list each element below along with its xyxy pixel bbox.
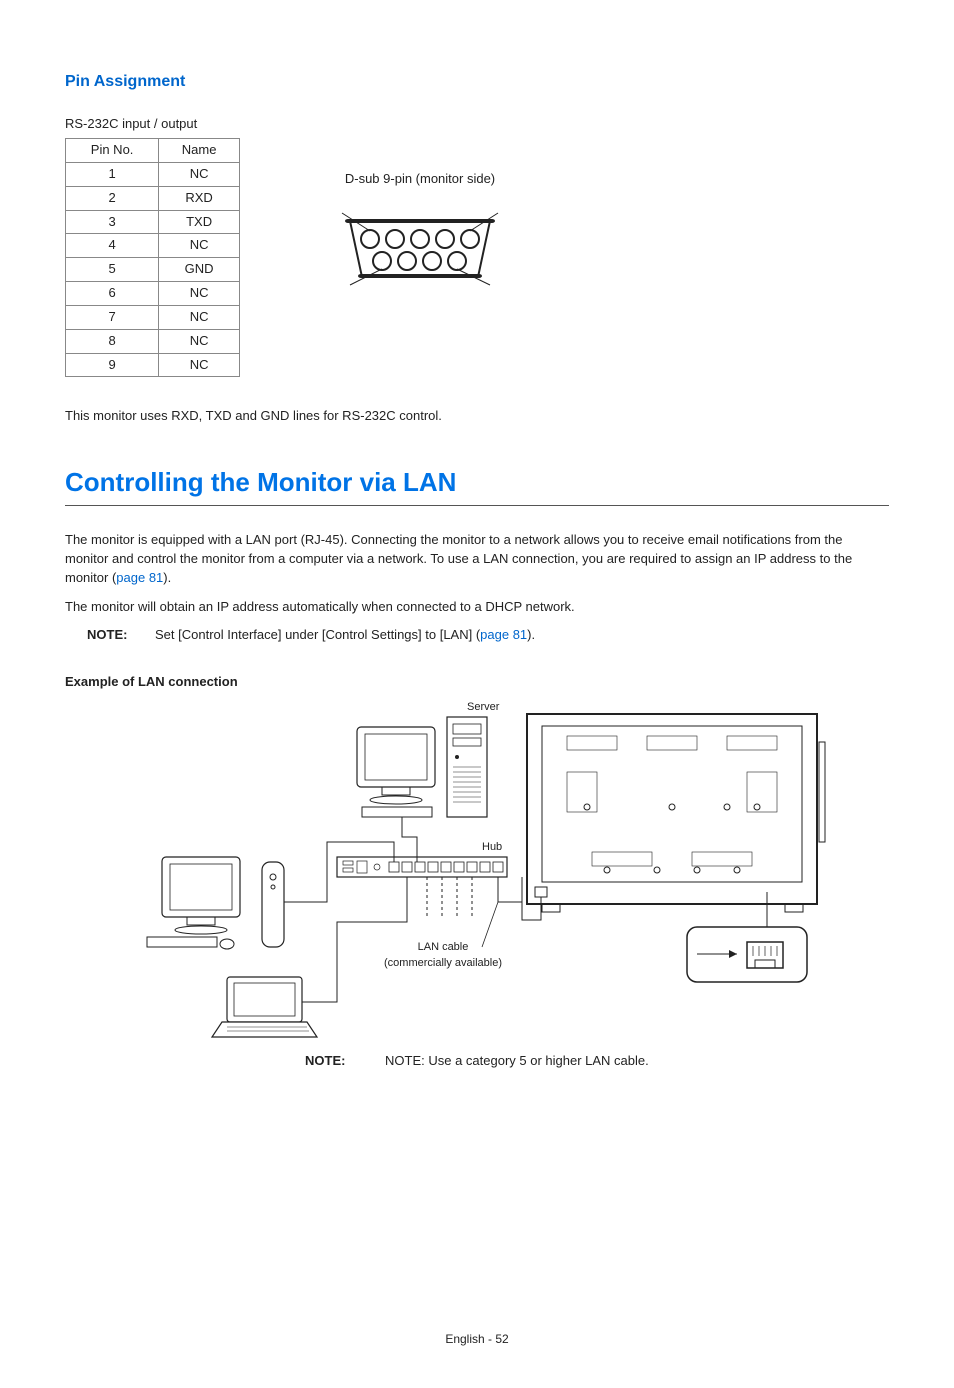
th-pin-no: Pin No.	[66, 139, 159, 163]
connector-block: D-sub 9-pin (monitor side)	[340, 115, 500, 295]
hub-label: Hub	[482, 840, 502, 856]
lan-cable-text: LAN cable	[418, 941, 469, 953]
lan-cable-sub: (commercially available)	[384, 957, 502, 969]
pin-footer-text: This monitor uses RXD, TXD and GND lines…	[65, 407, 889, 426]
th-name: Name	[159, 139, 240, 163]
note-a: Set [Control Interface] under [Control S…	[155, 627, 480, 642]
table-cell: 2	[66, 186, 159, 210]
table-cell: RXD	[159, 186, 240, 210]
title-rule	[65, 505, 889, 506]
table-cell: TXD	[159, 210, 240, 234]
table-cell: 6	[66, 282, 159, 306]
table-row: 4NC	[66, 234, 240, 258]
pin-table-block: RS-232C input / output Pin No. Name 1NC2…	[65, 115, 240, 377]
page-link-1[interactable]: page 81	[116, 570, 163, 585]
table-cell: 7	[66, 305, 159, 329]
server-label: Server	[467, 700, 499, 716]
table-cell: NC	[159, 353, 240, 377]
lan-para2: The monitor will obtain an IP address au…	[65, 598, 889, 617]
table-cell: 5	[66, 258, 159, 282]
note-row: NOTE: Set [Control Interface] under [Con…	[87, 626, 889, 645]
pin-row: RS-232C input / output Pin No. Name 1NC2…	[65, 115, 889, 377]
table-row: 3TXD	[66, 210, 240, 234]
lan-title: Controlling the Monitor via LAN	[65, 464, 889, 502]
pin-table: Pin No. Name 1NC2RXD3TXD4NC5GND6NC7NC8NC…	[65, 138, 240, 377]
table-row: 2RXD	[66, 186, 240, 210]
table-row: 9NC	[66, 353, 240, 377]
table-row: 6NC	[66, 282, 240, 306]
table-cell: 1	[66, 162, 159, 186]
lan-cable-label: LAN cable (commercially available)	[384, 940, 502, 972]
para1-b: ).	[163, 570, 171, 585]
dsub-connector-icon	[340, 209, 500, 289]
lan-diagram-svg	[127, 702, 827, 1042]
pin-subcaption: RS-232C input / output	[65, 115, 240, 134]
table-cell: 8	[66, 329, 159, 353]
table-row: 8NC	[66, 329, 240, 353]
note-body: Set [Control Interface] under [Control S…	[155, 626, 535, 645]
table-header-row: Pin No. Name	[66, 139, 240, 163]
table-cell: NC	[159, 162, 240, 186]
para1-a: The monitor is equipped with a LAN port …	[65, 532, 852, 585]
note2-text: NOTE: Use a category 5 or higher LAN cab…	[385, 1052, 649, 1071]
table-cell: NC	[159, 282, 240, 306]
table-cell: NC	[159, 329, 240, 353]
page-link-2[interactable]: page 81	[480, 627, 527, 642]
lan-para1: The monitor is equipped with a LAN port …	[65, 531, 889, 588]
connector-label: D-sub 9-pin (monitor side)	[340, 170, 500, 189]
table-row: 5GND	[66, 258, 240, 282]
note-label: NOTE:	[87, 626, 137, 645]
lan-diagram: Server Hub LAN cable (commercially avail…	[127, 702, 827, 1042]
table-cell: 4	[66, 234, 159, 258]
pin-assignment-title: Pin Assignment	[65, 70, 889, 93]
note2-label: NOTE:	[305, 1052, 355, 1071]
table-row: 1NC	[66, 162, 240, 186]
table-row: 7NC	[66, 305, 240, 329]
example-title: Example of LAN connection	[65, 673, 889, 692]
note-b: ).	[527, 627, 535, 642]
page-footer: English - 52	[65, 1331, 889, 1348]
table-cell: NC	[159, 305, 240, 329]
table-cell: 9	[66, 353, 159, 377]
note2-row: NOTE: NOTE: Use a category 5 or higher L…	[305, 1052, 889, 1071]
table-cell: 3	[66, 210, 159, 234]
table-cell: GND	[159, 258, 240, 282]
table-cell: NC	[159, 234, 240, 258]
